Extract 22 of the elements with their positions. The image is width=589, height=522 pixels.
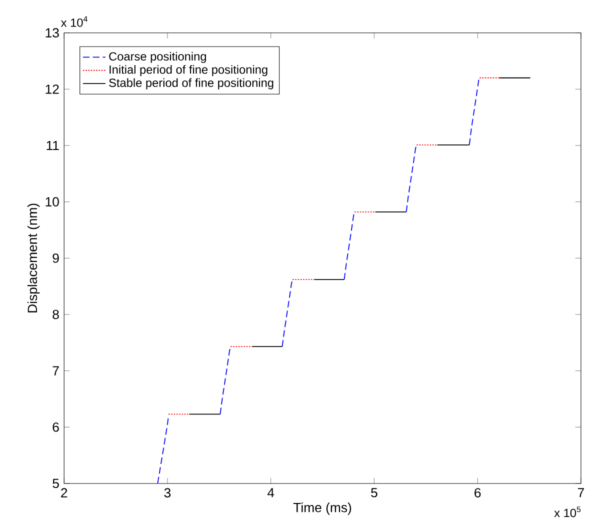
text: x 10$^{5}$ [554, 506, 581, 518]
x-tick-label: 5 [371, 488, 378, 498]
y-tick-label: 12 [46, 84, 59, 94]
y-tick-label: 13 [46, 28, 59, 38]
y-tick-label: 10 [46, 197, 59, 207]
legend-label: Initial period of fine positioning [110, 65, 268, 76]
text: x 10$^{4}$ [60, 16, 88, 28]
legend-label: Coarse positioning [109, 52, 206, 64]
y-tick-label: 11 [46, 141, 59, 150]
y-tick-label: 8 [52, 310, 59, 320]
x-tick-label: 4 [267, 488, 274, 498]
x-tick-label: 6 [474, 488, 481, 498]
y-tick-label: 9 [52, 254, 59, 264]
y-tick-label: 5 [52, 479, 59, 488]
y-axis-title: Displacement (nm) [27, 204, 40, 313]
legend-label: Stable period of fine positioning [109, 78, 274, 90]
y-tick-label: 7 [52, 366, 59, 376]
y-tick-label: 6 [52, 422, 59, 432]
x-tick-label: 3 [164, 488, 171, 498]
x-axis-title: Time (ms) [293, 502, 352, 516]
x-tick-label: 2 [61, 488, 68, 498]
x-tick-label: 7 [578, 488, 584, 498]
